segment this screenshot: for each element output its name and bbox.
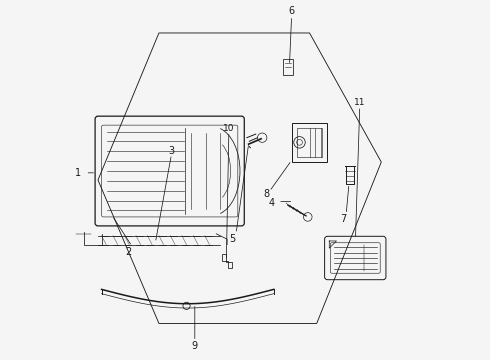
Text: 2: 2 [125,247,132,257]
Text: 4: 4 [269,198,275,208]
Text: 10: 10 [223,123,235,132]
Text: 11: 11 [354,98,366,107]
Text: 1: 1 [75,168,81,178]
Text: 3: 3 [169,146,174,156]
Text: 7: 7 [341,215,347,224]
Text: 8: 8 [264,189,270,199]
Text: 9: 9 [192,341,198,351]
Text: 5: 5 [229,234,236,244]
Text: 6: 6 [289,6,294,17]
